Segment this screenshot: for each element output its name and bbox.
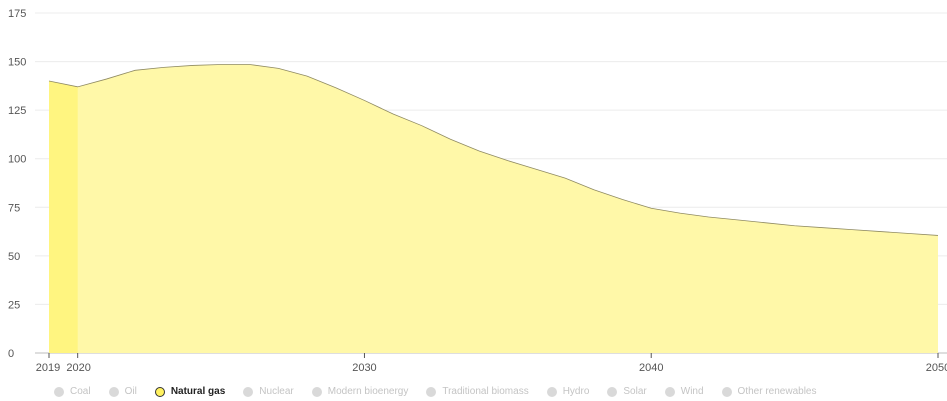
legend-dot-icon <box>154 386 165 397</box>
legend-item-oil[interactable]: Oil <box>108 386 137 397</box>
legend-label: Natural gas <box>170 386 226 397</box>
legend-item-other-renewables[interactable]: Other renewables <box>721 386 817 397</box>
legend-item-modern-bioenergy[interactable]: Modern bioenergy <box>311 386 409 397</box>
legend-item-natural-gas[interactable]: Natural gas <box>154 386 226 397</box>
legend-item-hydro[interactable]: Hydro <box>546 386 590 397</box>
legend-dot-icon <box>108 386 119 397</box>
legend-label: Nuclear <box>259 386 294 397</box>
x-tick-label: 2030 <box>352 362 376 374</box>
legend-dot-icon <box>311 386 322 397</box>
y-tick-label: 25 <box>8 299 20 311</box>
legend-label: Traditional biomass <box>442 386 529 397</box>
y-tick-label: 175 <box>8 8 26 20</box>
legend-item-wind[interactable]: Wind <box>664 386 704 397</box>
series-area-highlight-2019 <box>49 81 78 353</box>
y-tick-label: 125 <box>8 105 26 117</box>
x-tick-label: 2020 <box>66 362 90 374</box>
area-chart: 0 25 50 75 100 125 150 175 2019 2020 2030 2040 2050 <box>8 8 947 374</box>
legend-label: Modern bioenergy <box>327 386 409 397</box>
y-tick-label: 75 <box>8 202 20 214</box>
legend: Coal Oil Natural gas Nuclear Modern bioenerg… <box>54 386 834 397</box>
legend-dot-icon <box>607 386 618 397</box>
y-tick-label: 100 <box>8 154 26 166</box>
legend-dot-icon <box>426 386 437 397</box>
x-tick-label: 2040 <box>639 362 663 374</box>
legend-label: Coal <box>70 386 91 397</box>
legend-item-nuclear[interactable]: Nuclear <box>243 386 294 397</box>
y-axis-ticks: 0 25 50 75 100 125 150 175 <box>8 8 26 360</box>
series-line-natural-gas <box>48 64 939 236</box>
legend-dot-icon <box>546 386 557 397</box>
legend-item-solar[interactable]: Solar <box>607 386 647 397</box>
x-tick-label: 2019 <box>36 362 60 374</box>
x-axis-ticks: 2019 2020 2030 2040 2050 <box>36 353 947 374</box>
legend-label: Other renewables <box>737 386 817 397</box>
y-tick-label: 50 <box>8 251 20 263</box>
y-tick-label: 0 <box>8 348 14 360</box>
legend-dot-icon <box>243 386 254 397</box>
plot-area <box>48 64 939 353</box>
legend-label: Hydro <box>562 386 590 397</box>
legend-item-coal[interactable]: Coal <box>54 386 91 397</box>
legend-item-traditional-biomass[interactable]: Traditional biomass <box>426 386 529 397</box>
legend-label: Oil <box>124 386 137 397</box>
y-tick-label: 150 <box>8 57 26 69</box>
legend-dot-icon <box>721 386 732 397</box>
legend-label: Solar <box>623 386 647 397</box>
series-area-natural-gas <box>49 64 938 353</box>
legend-dot-icon <box>664 386 675 397</box>
x-tick-label: 2050 <box>926 362 947 374</box>
legend-label: Wind <box>680 386 704 397</box>
legend-dot-icon <box>54 386 64 397</box>
